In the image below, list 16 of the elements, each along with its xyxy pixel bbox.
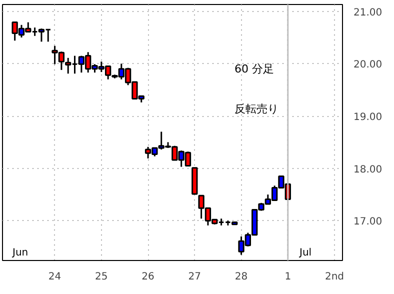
- x-tick-label: 1: [284, 272, 292, 282]
- annotation: Jul: [298, 248, 312, 258]
- x-tick-label: 27: [188, 272, 202, 282]
- annotation: 反転売り: [234, 102, 278, 116]
- annotation: Jun: [12, 248, 28, 258]
- annotation: 60 分足: [234, 62, 274, 76]
- y-tick-label: 20.00: [354, 60, 382, 71]
- x-tick-label: 25: [95, 272, 108, 282]
- x-tick-label: 28: [234, 272, 248, 282]
- x-tick-label: 26: [142, 272, 154, 282]
- y-tick-label: 17.00: [354, 216, 382, 228]
- y-tick-label: 19.00: [354, 112, 382, 124]
- y-tick-label: 21.00: [354, 7, 382, 18]
- x-tick-label: 24: [48, 272, 62, 282]
- x-tick-label: 2nd: [324, 272, 344, 282]
- y-tick-label: 18.00: [354, 164, 382, 176]
